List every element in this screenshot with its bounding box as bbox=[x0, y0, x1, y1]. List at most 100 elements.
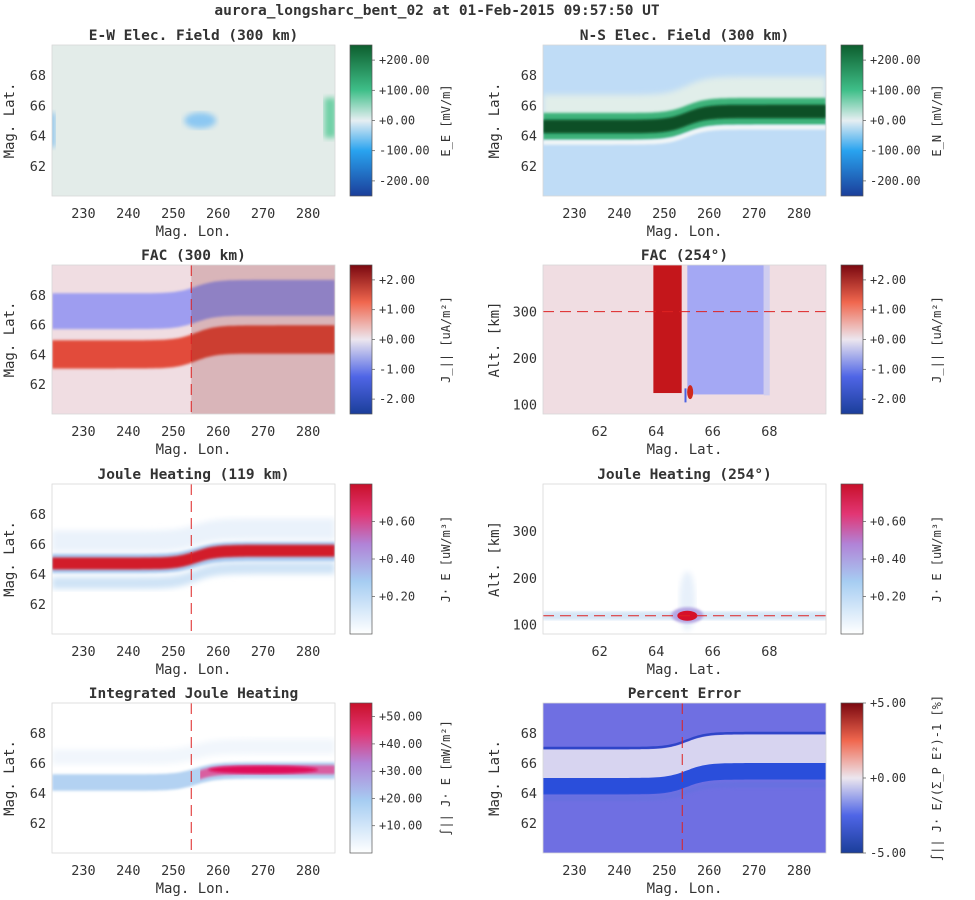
colorbar-tick-label: +0.60 bbox=[379, 515, 415, 529]
colorbar-tick-label: +0.20 bbox=[379, 590, 415, 604]
x-tick-label: 240 bbox=[607, 863, 631, 879]
x-tick-label: 280 bbox=[296, 206, 320, 222]
x-tick-label: 66 bbox=[705, 644, 721, 660]
panel-title: Integrated Joule Heating bbox=[89, 686, 299, 702]
panel-ns_field: N-S Elec. Field (300 km) 230 240 250 260 270 2… bbox=[487, 28, 944, 240]
x-tick-label: 230 bbox=[562, 206, 586, 222]
colorbar-tick-label: +0.00 bbox=[870, 114, 906, 128]
panel-title: N-S Elec. Field (300 km) bbox=[580, 28, 790, 44]
y-tick-label: 66 bbox=[30, 318, 46, 334]
x-tick-label: 68 bbox=[761, 424, 777, 440]
y-tick-label: 68 bbox=[521, 68, 537, 84]
x-tick-label: 62 bbox=[591, 424, 607, 440]
y-tick-label: 62 bbox=[30, 159, 46, 175]
x-tick-label: 230 bbox=[71, 424, 95, 440]
up-column bbox=[653, 265, 682, 394]
east-darkening bbox=[191, 265, 335, 414]
neg-edge bbox=[52, 112, 55, 147]
y-tick-label: 64 bbox=[521, 129, 537, 145]
low-alt-spike bbox=[687, 385, 694, 400]
colorbar-tick-label: +2.00 bbox=[870, 273, 906, 287]
colorbar-tick-label: +2.00 bbox=[379, 273, 415, 287]
colorbar bbox=[349, 264, 373, 415]
colorbar-tick-label: +100.00 bbox=[379, 83, 430, 97]
x-tick-label: 240 bbox=[116, 863, 140, 879]
y-tick-label: 66 bbox=[30, 756, 46, 772]
colorbar-label: E_N [mV/m] bbox=[930, 84, 944, 156]
panel-title: Percent Error bbox=[628, 686, 742, 702]
x-tick-label: 250 bbox=[161, 206, 185, 222]
x-tick-label: 250 bbox=[161, 863, 185, 879]
y-tick-label: 62 bbox=[30, 377, 46, 393]
colorbar bbox=[349, 483, 373, 635]
colorbar-tick-label: +0.40 bbox=[379, 552, 415, 566]
colorbar-tick-label: +0.00 bbox=[379, 114, 415, 128]
down-column bbox=[687, 265, 764, 395]
south-halo bbox=[52, 562, 335, 589]
heatmap-fac_map bbox=[52, 265, 335, 414]
y-tick-label: 64 bbox=[30, 567, 46, 583]
x-tick-label: 280 bbox=[296, 644, 320, 660]
band-fade bbox=[543, 782, 826, 801]
panel-title: E-W Elec. Field (300 km) bbox=[89, 28, 299, 44]
y-tick-label: 200 bbox=[513, 571, 537, 587]
y-axis-label: Alt. [km] bbox=[487, 521, 503, 597]
heatmap-fac_cut bbox=[543, 265, 826, 414]
y-axis-label: Mag. Lat. bbox=[2, 83, 18, 159]
colorbar-tick-label: +0.00 bbox=[379, 333, 415, 347]
colorbar-tick-label: -1.00 bbox=[379, 362, 415, 376]
axes-frame bbox=[51, 44, 336, 197]
panel-joule_cut: Joule Heating (254°) 62 64 66 68 Mag. Lat. 100… bbox=[487, 467, 944, 678]
x-tick-label: 280 bbox=[296, 424, 320, 440]
panel-joule_map: Joule Heating (119 km) 230 240 250 260 270 280… bbox=[2, 467, 453, 678]
y-tick-label: 68 bbox=[30, 288, 46, 304]
axes-frame bbox=[542, 483, 827, 635]
x-tick-label: 230 bbox=[71, 206, 95, 222]
y-tick-label: 68 bbox=[521, 726, 537, 742]
y-tick-label: 66 bbox=[521, 98, 537, 114]
north-halo bbox=[52, 739, 335, 765]
y-tick-label: 62 bbox=[30, 816, 46, 832]
panel-fac_cut: FAC (254°) 62 64 66 68 Mag. Lat. 100 200 300 Alt.… bbox=[487, 248, 944, 458]
heatmap-int_joule bbox=[52, 703, 335, 853]
north-halo bbox=[52, 518, 335, 552]
x-tick-label: 66 bbox=[705, 424, 721, 440]
x-tick-label: 280 bbox=[296, 863, 320, 879]
axes-frame bbox=[542, 264, 827, 415]
heatmap-joule_map bbox=[52, 484, 335, 634]
panel-title: Joule Heating (254°) bbox=[597, 467, 772, 483]
panel-pct_error: Percent Error 230 240 250 260 270 280 Mag. Lon.… bbox=[487, 686, 944, 897]
colorbar-tick-label: +0.20 bbox=[870, 590, 906, 604]
colorbar-label: J· E [uW/m³] bbox=[930, 516, 944, 603]
y-tick-label: 62 bbox=[521, 816, 537, 832]
int-peak bbox=[208, 765, 319, 774]
colorbar-tick-label: -200.00 bbox=[379, 174, 430, 188]
x-tick-label: 280 bbox=[787, 863, 811, 879]
colorbar-tick-label: +50.00 bbox=[379, 710, 422, 724]
colorbar-tick-label: +0.00 bbox=[870, 333, 906, 347]
x-tick-label: 260 bbox=[206, 424, 230, 440]
x-tick-label: 240 bbox=[607, 206, 631, 222]
colorbar-tick-label: +10.00 bbox=[379, 819, 422, 833]
axes-frame bbox=[51, 264, 336, 415]
y-axis-label: Mag. Lat. bbox=[487, 740, 503, 816]
colorbar-tick-label: -5.00 bbox=[870, 846, 906, 860]
x-tick-label: 260 bbox=[697, 206, 721, 222]
x-tick-label: 64 bbox=[648, 424, 664, 440]
y-tick-label: 100 bbox=[513, 618, 537, 634]
colorbar-tick-label: +200.00 bbox=[379, 53, 430, 67]
x-tick-label: 260 bbox=[697, 863, 721, 879]
x-axis-label: Mag. Lon. bbox=[647, 224, 723, 240]
low-alt-neg bbox=[684, 388, 687, 403]
y-tick-label: 100 bbox=[513, 398, 537, 414]
y-tick-label: 64 bbox=[30, 347, 46, 363]
colorbar-label: J· E [uW/m³] bbox=[439, 516, 453, 603]
x-tick-label: 270 bbox=[742, 206, 766, 222]
colorbar bbox=[840, 483, 864, 635]
colorbar bbox=[840, 264, 864, 415]
colorbar-label: J_|| [uA/m²] bbox=[930, 296, 944, 383]
x-tick-label: 260 bbox=[206, 206, 230, 222]
x-tick-label: 230 bbox=[562, 863, 586, 879]
colorbar bbox=[349, 702, 373, 854]
y-tick-label: 64 bbox=[521, 786, 537, 802]
